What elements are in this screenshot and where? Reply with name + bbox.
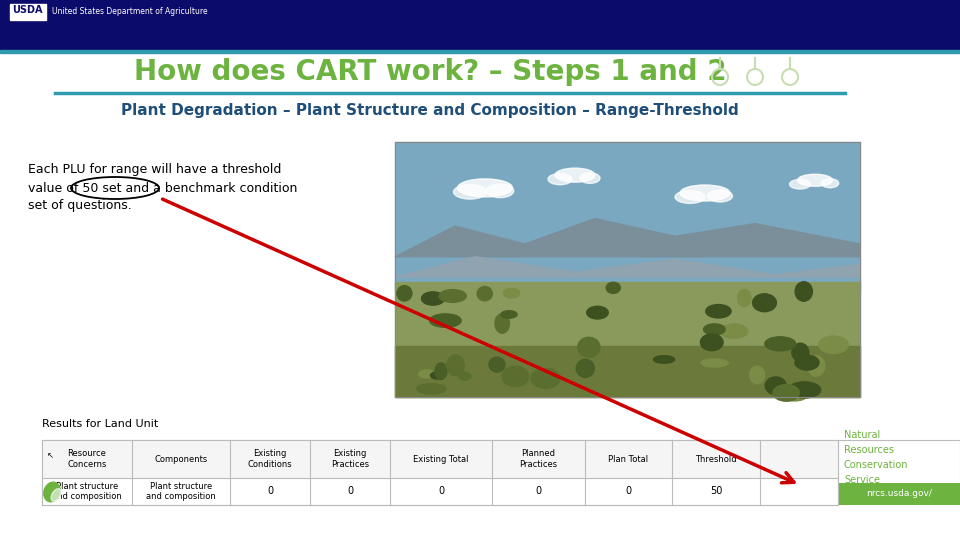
Ellipse shape <box>750 366 764 384</box>
Ellipse shape <box>821 179 839 188</box>
Ellipse shape <box>417 384 446 394</box>
Text: Plant Degradation – Plant Structure and Composition – Range-Threshold: Plant Degradation – Plant Structure and … <box>121 103 739 118</box>
Text: Existing Total: Existing Total <box>413 455 468 463</box>
Ellipse shape <box>555 168 595 182</box>
Ellipse shape <box>765 377 786 395</box>
Ellipse shape <box>708 190 732 202</box>
Ellipse shape <box>654 356 675 363</box>
Ellipse shape <box>430 372 444 379</box>
Ellipse shape <box>487 184 514 198</box>
Ellipse shape <box>502 366 529 387</box>
Ellipse shape <box>765 337 796 351</box>
Ellipse shape <box>51 489 60 501</box>
Bar <box>395 142 860 397</box>
Bar <box>395 282 860 397</box>
Polygon shape <box>395 256 860 277</box>
Text: ↖: ↖ <box>47 451 54 460</box>
Text: Plan Total: Plan Total <box>609 455 649 463</box>
Polygon shape <box>395 219 860 256</box>
Ellipse shape <box>675 191 705 204</box>
Ellipse shape <box>701 359 729 367</box>
Text: Planned
Practices: Planned Practices <box>519 449 558 469</box>
Text: Results for Land Unit: Results for Land Unit <box>42 419 158 429</box>
Text: Plant structure
and composition: Plant structure and composition <box>52 482 122 501</box>
Ellipse shape <box>421 292 444 305</box>
Ellipse shape <box>795 355 819 370</box>
Text: USDA: USDA <box>12 5 42 15</box>
Text: set of questions.: set of questions. <box>28 199 132 213</box>
Bar <box>10 4 46 20</box>
Ellipse shape <box>606 282 620 293</box>
Ellipse shape <box>489 357 505 372</box>
Text: 0: 0 <box>347 487 353 496</box>
Text: value of 50 set and a benchmark condition: value of 50 set and a benchmark conditio… <box>28 181 298 194</box>
Ellipse shape <box>504 288 519 298</box>
Ellipse shape <box>477 287 492 301</box>
Ellipse shape <box>439 289 467 302</box>
Text: Existing
Conditions: Existing Conditions <box>248 449 292 469</box>
Ellipse shape <box>501 310 517 318</box>
Text: 0: 0 <box>438 487 444 496</box>
Ellipse shape <box>459 372 471 380</box>
Ellipse shape <box>792 343 808 361</box>
Ellipse shape <box>798 174 832 186</box>
Ellipse shape <box>819 336 849 354</box>
Ellipse shape <box>453 185 487 199</box>
Ellipse shape <box>458 179 513 197</box>
Ellipse shape <box>419 370 435 378</box>
Text: 0: 0 <box>536 487 541 496</box>
Ellipse shape <box>789 179 810 189</box>
Ellipse shape <box>396 286 412 301</box>
Ellipse shape <box>580 173 600 184</box>
Ellipse shape <box>706 305 732 318</box>
Ellipse shape <box>704 324 725 335</box>
Bar <box>395 346 860 397</box>
Ellipse shape <box>720 324 748 339</box>
Text: Components: Components <box>155 455 207 463</box>
Bar <box>42 440 838 478</box>
Ellipse shape <box>576 359 594 377</box>
Ellipse shape <box>788 382 821 398</box>
Text: How does CART work? – Steps 1 and 2: How does CART work? – Steps 1 and 2 <box>133 58 727 86</box>
Ellipse shape <box>753 294 777 312</box>
Ellipse shape <box>680 185 730 201</box>
Bar <box>0 0 960 50</box>
Ellipse shape <box>773 384 800 401</box>
Text: Plant structure
and composition: Plant structure and composition <box>146 482 216 501</box>
Ellipse shape <box>495 314 510 333</box>
Text: Natural
Resources
Conservation
Service: Natural Resources Conservation Service <box>844 430 908 485</box>
Ellipse shape <box>435 363 447 380</box>
Text: 50: 50 <box>709 487 722 496</box>
Bar <box>42 440 838 505</box>
Ellipse shape <box>430 314 461 327</box>
Ellipse shape <box>795 282 812 301</box>
Ellipse shape <box>578 338 600 357</box>
Text: nrcs.usda.gov/: nrcs.usda.gov/ <box>866 489 932 498</box>
Bar <box>838 440 960 483</box>
Bar <box>395 142 860 290</box>
Bar <box>42 440 838 505</box>
Ellipse shape <box>701 334 723 350</box>
Text: 0: 0 <box>267 487 273 496</box>
Ellipse shape <box>587 306 609 319</box>
Text: Existing
Practices: Existing Practices <box>331 449 369 469</box>
Ellipse shape <box>808 356 825 376</box>
Bar <box>838 483 960 505</box>
Ellipse shape <box>44 482 60 502</box>
Ellipse shape <box>737 289 751 307</box>
Ellipse shape <box>548 173 572 185</box>
Bar <box>0 50 960 53</box>
Text: Threshold: Threshold <box>695 455 737 463</box>
Ellipse shape <box>446 355 465 376</box>
Text: United States Department of Agriculture: United States Department of Agriculture <box>52 8 207 17</box>
Text: Resource
Concerns: Resource Concerns <box>67 449 107 469</box>
Text: Each PLU for range will have a threshold: Each PLU for range will have a threshold <box>28 164 281 177</box>
Text: 0: 0 <box>625 487 632 496</box>
Ellipse shape <box>782 393 806 401</box>
Ellipse shape <box>531 368 561 388</box>
